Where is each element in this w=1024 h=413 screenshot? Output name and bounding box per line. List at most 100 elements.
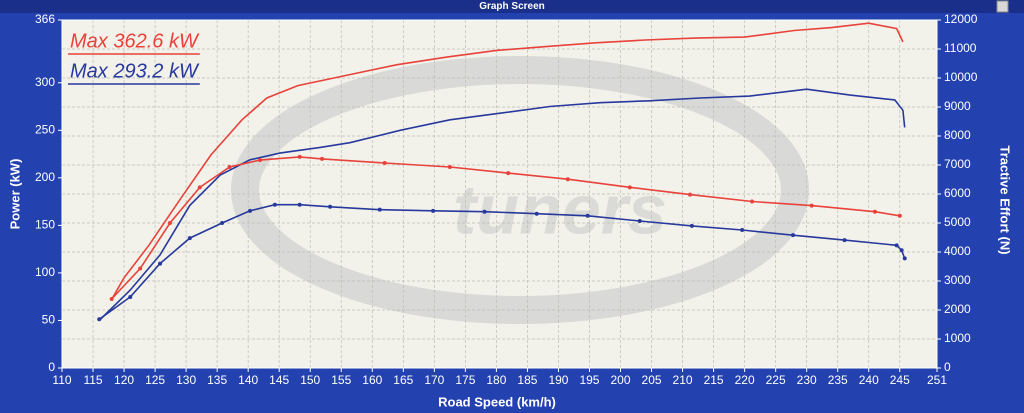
x-tick-label: 150 (300, 373, 320, 387)
point-marker (109, 296, 114, 301)
y2-tick-label: 4000 (944, 244, 971, 258)
x-tick-label: 180 (486, 373, 506, 387)
point-marker (897, 213, 902, 218)
point-marker (637, 218, 642, 223)
plot-frame (61, 19, 938, 369)
y-axis-title: Power (kW) (7, 159, 22, 230)
window-title: Graph Screen (479, 1, 545, 12)
point-marker (872, 209, 877, 214)
point-marker (482, 209, 487, 214)
y-tick-label: 50 (42, 313, 56, 327)
y2-tick-label: 3000 (944, 273, 971, 287)
y2-tick-label: 5000 (944, 215, 971, 229)
y2-axis-title: Tractive Effort (N) (998, 145, 1013, 254)
point-marker (297, 154, 302, 159)
series-line (111, 156, 900, 300)
y2-tick-label: 11000 (944, 41, 977, 55)
x-tick-label: 245 (890, 373, 910, 387)
point-marker (565, 177, 570, 182)
x-tick-label: 140 (238, 373, 258, 387)
x-tick-label: 125 (145, 373, 165, 387)
x-tick-label: 220 (735, 373, 755, 387)
x-tick-label: 170 (424, 373, 444, 387)
point-marker (750, 199, 755, 204)
point-marker (248, 208, 253, 213)
x-tick-label: 240 (859, 373, 879, 387)
y2-tick-label: 10000 (944, 70, 978, 84)
x-tick-label: 155 (331, 373, 351, 387)
point-marker (220, 221, 225, 225)
help-button[interactable] (996, 0, 1009, 13)
x-tick-label: 130 (176, 373, 196, 387)
y-tick-label: 250 (35, 122, 55, 136)
x-tick-label: 230 (797, 373, 817, 387)
x-tick-label: 115 (83, 373, 102, 387)
point-marker (257, 158, 262, 163)
x-tick-label: 225 (766, 373, 786, 387)
point-marker (382, 160, 387, 165)
x-tick-label: 205 (642, 373, 662, 387)
y-tick-label: 200 (35, 170, 55, 184)
y-tick-label: 300 (35, 75, 55, 89)
series-line (110, 22, 904, 300)
x-tick-label: 195 (579, 373, 599, 387)
annotation: Max 293.2 kW (70, 60, 200, 82)
point-marker (791, 233, 796, 238)
x-tick-label: 110 (52, 373, 71, 387)
point-marker (842, 238, 847, 243)
point-marker (138, 266, 143, 271)
point-marker (627, 185, 632, 190)
x-tick-label: 135 (207, 373, 227, 387)
point-marker (328, 204, 333, 209)
x-tick-label: 160 (362, 373, 382, 387)
x-axis-title: Road Speed (km/h) (438, 394, 556, 409)
point-marker (534, 211, 539, 216)
x-tick-label: 145 (269, 373, 289, 387)
point-marker (297, 202, 302, 207)
point-marker (187, 236, 192, 241)
y2-tick-label: 1000 (944, 331, 971, 345)
point-marker (689, 223, 694, 228)
point-marker (227, 165, 232, 170)
point-marker (899, 248, 904, 253)
y2-tick-label: 12000 (944, 12, 978, 26)
point-marker (809, 203, 814, 208)
point-marker (158, 261, 163, 266)
y-tick-label: 150 (35, 218, 55, 232)
x-tick-label: 185 (517, 373, 537, 387)
y-tick-label: 366 (35, 12, 55, 26)
y2-tick-label: 7000 (944, 157, 971, 171)
x-tick-label: 235 (828, 373, 848, 387)
point-marker (740, 227, 745, 232)
y2-tick-label: 9000 (944, 99, 971, 113)
title-bar (0, 0, 1024, 13)
y2-tick-label: 8000 (944, 128, 971, 142)
point-marker (272, 202, 277, 207)
point-marker (902, 256, 907, 261)
series-line (98, 203, 906, 320)
y-tick-label: 0 (48, 360, 55, 374)
point-marker (377, 207, 382, 212)
point-marker (197, 185, 202, 190)
point-marker (320, 156, 325, 161)
point-marker (167, 221, 172, 225)
point-marker (128, 294, 133, 299)
x-tick-label: 200 (610, 373, 630, 387)
x-tick-label: 165 (393, 373, 413, 387)
x-tick-label: 215 (704, 373, 724, 387)
series-line (98, 88, 906, 322)
point-marker (97, 317, 102, 322)
y2-tick-label: 0 (944, 360, 951, 374)
y2-tick-label: 6000 (944, 186, 971, 200)
y2-tick-label: 2000 (944, 302, 971, 316)
watermark-text: tuners (453, 170, 667, 248)
point-marker (894, 243, 899, 248)
point-marker (431, 208, 436, 213)
y-tick-label: 100 (35, 265, 55, 279)
x-tick-label: 251 (927, 373, 947, 387)
point-marker (506, 171, 511, 176)
point-marker (585, 213, 590, 218)
annotation: Max 362.6 kW (70, 30, 200, 52)
